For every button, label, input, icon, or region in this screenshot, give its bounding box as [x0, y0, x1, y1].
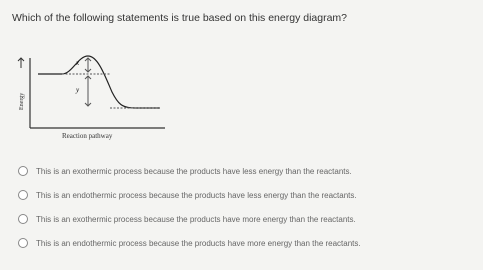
- radio[interactable]: [18, 166, 28, 176]
- y-axis-label: Energy: [19, 93, 25, 110]
- option-text: This is an endothermic process because t…: [36, 190, 357, 200]
- energy-curve: [38, 55, 160, 109]
- x-axis-label: Reaction pathway: [62, 132, 113, 140]
- label-x: x: [75, 59, 80, 67]
- radio[interactable]: [18, 214, 28, 224]
- option[interactable]: This is an endothermic process because t…: [18, 238, 361, 248]
- option[interactable]: This is an endothermic process because t…: [18, 190, 357, 200]
- arrow-y: [84, 75, 92, 107]
- option-text: This is an endothermic process because t…: [36, 238, 361, 248]
- option[interactable]: This is an exothermic process because th…: [18, 166, 352, 176]
- question: Which of the following statements is tru…: [12, 12, 348, 24]
- radio[interactable]: [18, 238, 28, 248]
- energy-diagram: Energy x y Reaction pathway: [17, 55, 165, 140]
- option-text: This is an exothermic process because th…: [36, 166, 352, 176]
- label-y: y: [75, 86, 80, 94]
- arrow: [17, 57, 25, 68]
- arrow-x: [84, 57, 92, 73]
- option-text: This is an exothermic process because th…: [36, 214, 356, 224]
- option[interactable]: This is an exothermic process because th…: [18, 214, 356, 224]
- radio[interactable]: [18, 190, 28, 200]
